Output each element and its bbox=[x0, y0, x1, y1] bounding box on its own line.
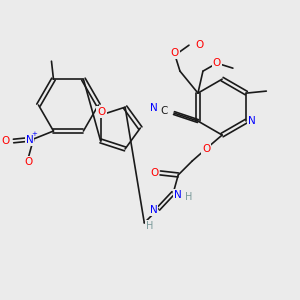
Text: N: N bbox=[174, 190, 182, 200]
Text: N: N bbox=[26, 135, 33, 145]
Text: O: O bbox=[150, 168, 158, 178]
Text: O: O bbox=[202, 144, 210, 154]
Text: H: H bbox=[146, 221, 154, 231]
Text: +: + bbox=[32, 131, 38, 137]
Text: O: O bbox=[1, 136, 10, 146]
Text: C: C bbox=[160, 106, 168, 116]
Text: O: O bbox=[171, 48, 179, 58]
Text: H: H bbox=[185, 192, 193, 202]
Text: N: N bbox=[248, 116, 256, 126]
Text: O: O bbox=[98, 107, 106, 117]
Text: O: O bbox=[213, 58, 221, 68]
Text: O: O bbox=[24, 157, 33, 167]
Text: O: O bbox=[195, 40, 203, 50]
Text: N: N bbox=[150, 103, 158, 113]
Text: N: N bbox=[149, 205, 157, 215]
